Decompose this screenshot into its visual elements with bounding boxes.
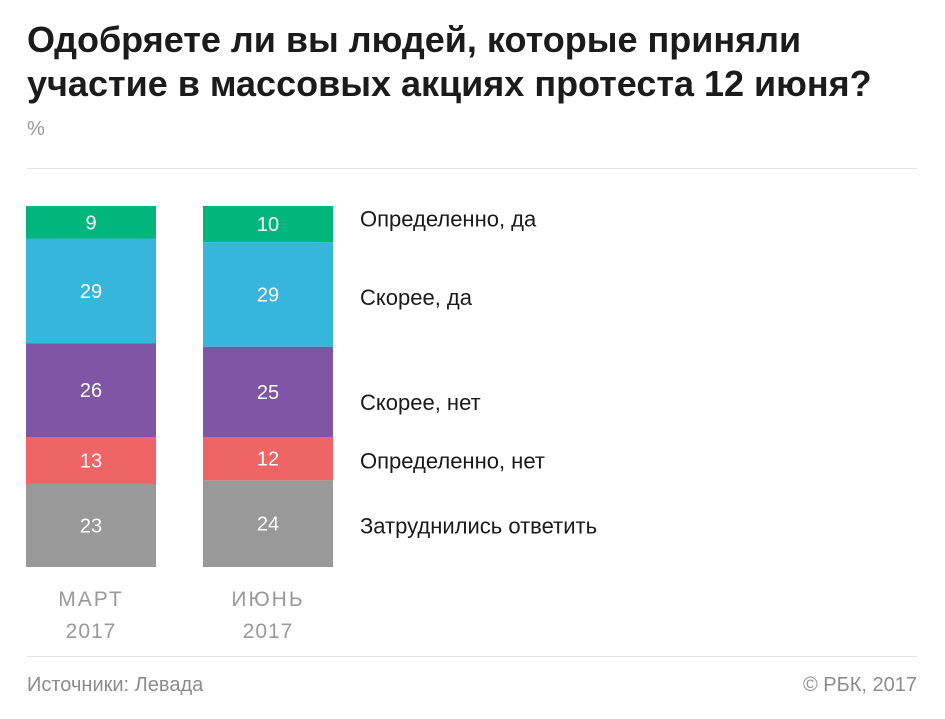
legend-label: Определенно, нет	[360, 449, 545, 474]
bar-segment	[26, 238, 156, 344]
chart-title: Одобряете ли вы людей, которые приняли у…	[27, 19, 872, 104]
bar-segment	[26, 343, 156, 438]
value-label: 24	[257, 514, 279, 536]
category-year-label: 2017	[66, 620, 117, 643]
legend-label: Определенно, да	[360, 206, 537, 231]
bar-segment	[26, 483, 156, 567]
source-note: Источники: Левада	[27, 674, 204, 696]
value-label: 12	[257, 449, 279, 471]
bottom-divider	[27, 656, 917, 657]
top-divider	[27, 168, 917, 169]
unit-label: %	[27, 118, 45, 140]
legend-label: Затруднились ответить	[360, 513, 597, 538]
bar-segment	[203, 242, 333, 347]
value-label: 13	[80, 451, 102, 473]
value-label: 29	[257, 284, 279, 306]
category-label: ИЮНЬ	[231, 588, 304, 611]
value-label: 29	[80, 281, 102, 303]
legend-label: Скорее, да	[360, 285, 473, 310]
value-label: 9	[85, 212, 96, 234]
bar-segment	[203, 480, 333, 567]
value-label: 26	[80, 380, 102, 402]
bar-segment	[26, 206, 156, 239]
bar-segment	[203, 206, 333, 243]
bar-segment	[203, 437, 333, 481]
value-label: 23	[80, 515, 102, 537]
value-label: 10	[257, 214, 279, 236]
value-label: 25	[257, 382, 279, 404]
bar-segment	[203, 346, 333, 438]
copyright-note: © РБК, 2017	[802, 674, 917, 696]
category-label: МАРТ	[58, 588, 123, 611]
category-year-label: 2017	[243, 620, 294, 643]
legend-label: Скорее, нет	[360, 390, 481, 415]
bar-segment	[26, 437, 156, 484]
